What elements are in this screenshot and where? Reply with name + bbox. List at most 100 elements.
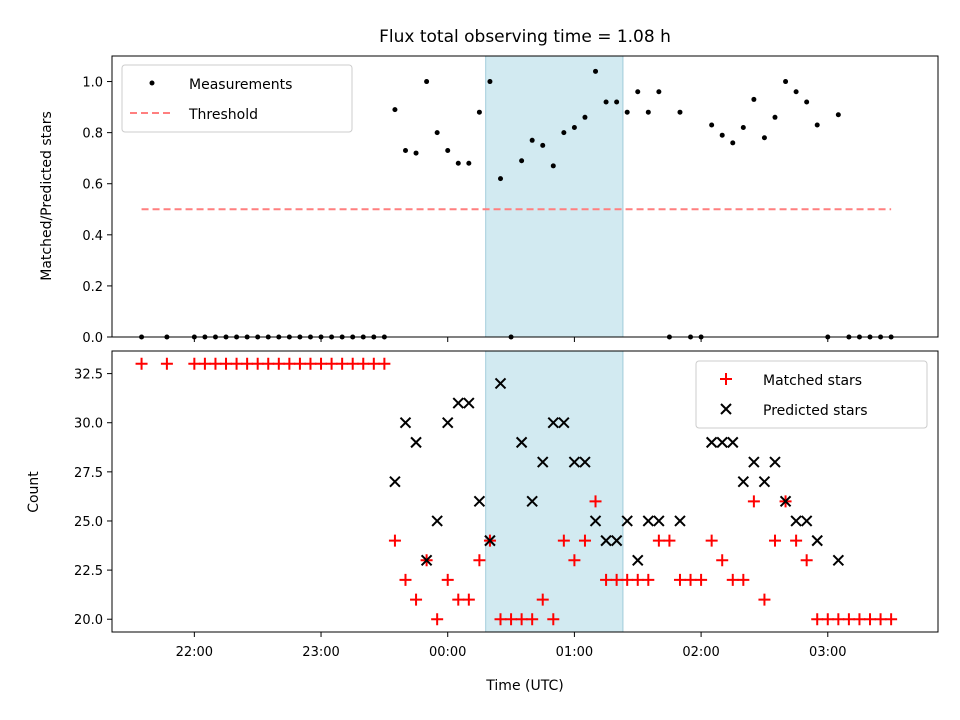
matched-star-point xyxy=(378,357,391,370)
count-panel: 20.0 22.5 25.0 27.5 30.0 32.5 22:00 23:00 00:00 0… xyxy=(26,350,939,694)
y-tick-label: 1.0 xyxy=(82,76,103,91)
legend-measurements-label: Measurements xyxy=(189,77,292,93)
measurement-point xyxy=(455,160,461,166)
matched-star-point xyxy=(842,613,855,626)
count-legend: Matched stars Predicted stars xyxy=(695,360,928,429)
ratio-axis-ticks: 0.0 0.2 0.4 0.6 0.8 1.0 xyxy=(82,76,829,346)
predicted-star-point xyxy=(737,475,750,488)
matched-star-point xyxy=(441,573,454,586)
matched-star-point xyxy=(336,357,349,370)
matched-star-point xyxy=(547,613,560,626)
matched-star-point xyxy=(188,357,201,370)
predicted-star-point xyxy=(473,495,486,508)
x-tick-label: 22:00 xyxy=(176,645,213,660)
matched-star-point xyxy=(642,573,655,586)
predicted-star-point xyxy=(442,417,454,429)
matched-star-point xyxy=(473,554,486,567)
y-tick-label: 25.0 xyxy=(74,515,103,530)
y-tick-label: 0.2 xyxy=(82,280,103,295)
predicted-star-point xyxy=(748,456,760,468)
matched-star-point xyxy=(220,357,233,370)
count-markers xyxy=(135,351,898,632)
matched-star-point xyxy=(198,357,211,370)
matched-star-point xyxy=(293,357,306,370)
matched-star-point xyxy=(864,613,877,626)
predicted-star-point xyxy=(547,417,560,429)
matched-star-point xyxy=(800,554,813,567)
measurement-point xyxy=(730,140,736,146)
matched-star-point xyxy=(304,357,317,370)
observing-span-top xyxy=(485,56,623,337)
matched-star-point xyxy=(716,554,729,567)
measurement-point xyxy=(434,130,440,136)
predicted-star-point xyxy=(399,417,412,429)
y-tick-label: 0.6 xyxy=(82,178,103,193)
measurement-point xyxy=(519,158,525,164)
matched-star-point xyxy=(272,357,285,370)
chart-title: Flux total observing time = 1.08 h xyxy=(379,27,671,47)
matched-star-point xyxy=(452,593,465,606)
measurement-point xyxy=(498,176,504,182)
matched-star-point xyxy=(811,613,824,626)
matched-star-point xyxy=(663,534,676,547)
predicted-star-point xyxy=(716,436,728,449)
matched-star-point xyxy=(431,613,444,626)
matched-star-point xyxy=(367,357,380,370)
matched-star-point xyxy=(832,613,845,626)
matched-star-point xyxy=(357,357,370,370)
matched-star-point xyxy=(790,534,803,547)
measurement-point xyxy=(835,112,841,118)
predicted-star-point xyxy=(653,515,665,527)
predicted-star-point xyxy=(389,475,401,488)
observing-span-bottom xyxy=(485,351,623,632)
matched-star-point xyxy=(283,357,296,370)
predicted-star-point xyxy=(832,554,845,566)
ratio-legend: Measurements Threshold xyxy=(121,64,353,133)
predicted-star-point xyxy=(610,534,623,547)
matched-star-point xyxy=(346,357,359,370)
measurement-point xyxy=(656,89,662,95)
predicted-star-point xyxy=(589,515,602,527)
legend-matched-marker xyxy=(720,373,732,385)
predicted-star-point xyxy=(484,534,496,547)
predicted-star-point xyxy=(674,515,686,527)
measurement-point xyxy=(550,163,556,169)
ratio-markers xyxy=(139,56,894,340)
measurement-point xyxy=(445,148,451,154)
y-tick-label: 0.8 xyxy=(82,127,103,142)
legend-measurements-marker xyxy=(149,80,155,86)
predicted-star-point xyxy=(621,515,633,527)
matched-star-point xyxy=(578,534,591,547)
matched-star-point xyxy=(874,613,887,626)
measurement-point xyxy=(761,135,767,141)
matched-star-point xyxy=(526,613,539,626)
predicted-star-point xyxy=(452,397,464,409)
matched-star-point xyxy=(768,534,781,547)
predicted-star-point xyxy=(779,495,792,508)
matched-star-point xyxy=(631,573,644,586)
measurement-point xyxy=(751,96,757,102)
x-tick-label: 00:00 xyxy=(429,645,466,660)
measurement-point xyxy=(635,89,641,95)
matched-star-point xyxy=(135,357,148,370)
measurement-point xyxy=(624,109,630,115)
predicted-star-point xyxy=(727,436,739,449)
matched-star-point xyxy=(821,613,834,626)
matched-star-point xyxy=(610,573,623,586)
predicted-star-point xyxy=(769,456,781,468)
measurement-point xyxy=(487,79,493,85)
matched-star-point xyxy=(673,573,686,586)
measurement-point xyxy=(645,109,651,115)
y-tick-label: 22.5 xyxy=(74,564,103,579)
predicted-star-point xyxy=(568,456,581,468)
matched-star-point xyxy=(325,357,338,370)
matched-star-point xyxy=(600,573,613,586)
count-axes-frame xyxy=(111,350,939,633)
measurement-point xyxy=(582,114,588,120)
measurement-point xyxy=(402,148,408,154)
y-tick-label: 20.0 xyxy=(74,613,103,628)
matched-star-point xyxy=(726,573,739,586)
measurement-point xyxy=(466,160,472,166)
matched-star-point xyxy=(557,534,570,547)
predicted-star-point xyxy=(790,515,802,527)
